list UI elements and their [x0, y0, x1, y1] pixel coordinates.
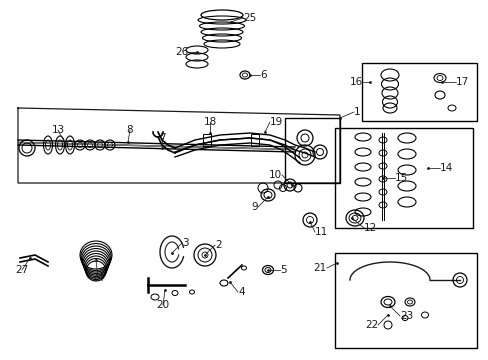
Text: 8: 8: [126, 125, 133, 135]
Text: 19: 19: [269, 117, 283, 127]
Bar: [334, 253, 476, 348]
Text: 10: 10: [268, 170, 282, 180]
Text: 13: 13: [51, 125, 64, 135]
Text: 4: 4: [238, 287, 244, 297]
Text: 3: 3: [182, 238, 188, 248]
Bar: [203, 134, 210, 146]
Text: 7: 7: [159, 133, 165, 143]
Text: 22: 22: [364, 320, 377, 330]
Text: 17: 17: [455, 77, 468, 87]
Text: 27: 27: [15, 265, 29, 275]
Text: 15: 15: [394, 173, 407, 183]
Text: 26: 26: [174, 47, 187, 57]
Bar: [334, 128, 472, 228]
Text: 2: 2: [215, 240, 221, 250]
Text: 16: 16: [349, 77, 362, 87]
Text: 12: 12: [363, 223, 376, 233]
Text: 9: 9: [251, 202, 258, 212]
Bar: [250, 134, 259, 146]
Bar: [285, 118, 339, 183]
Text: 18: 18: [203, 117, 216, 127]
Text: 25: 25: [243, 13, 256, 23]
Text: 5: 5: [280, 265, 286, 275]
Text: 11: 11: [314, 227, 327, 237]
Text: 6: 6: [260, 70, 266, 80]
Bar: [361, 63, 476, 121]
Text: 23: 23: [399, 311, 412, 321]
Text: 14: 14: [439, 163, 452, 173]
Text: 21: 21: [313, 263, 326, 273]
Text: 1: 1: [353, 107, 360, 117]
Text: 20: 20: [156, 300, 169, 310]
Text: 24: 24: [91, 273, 104, 283]
